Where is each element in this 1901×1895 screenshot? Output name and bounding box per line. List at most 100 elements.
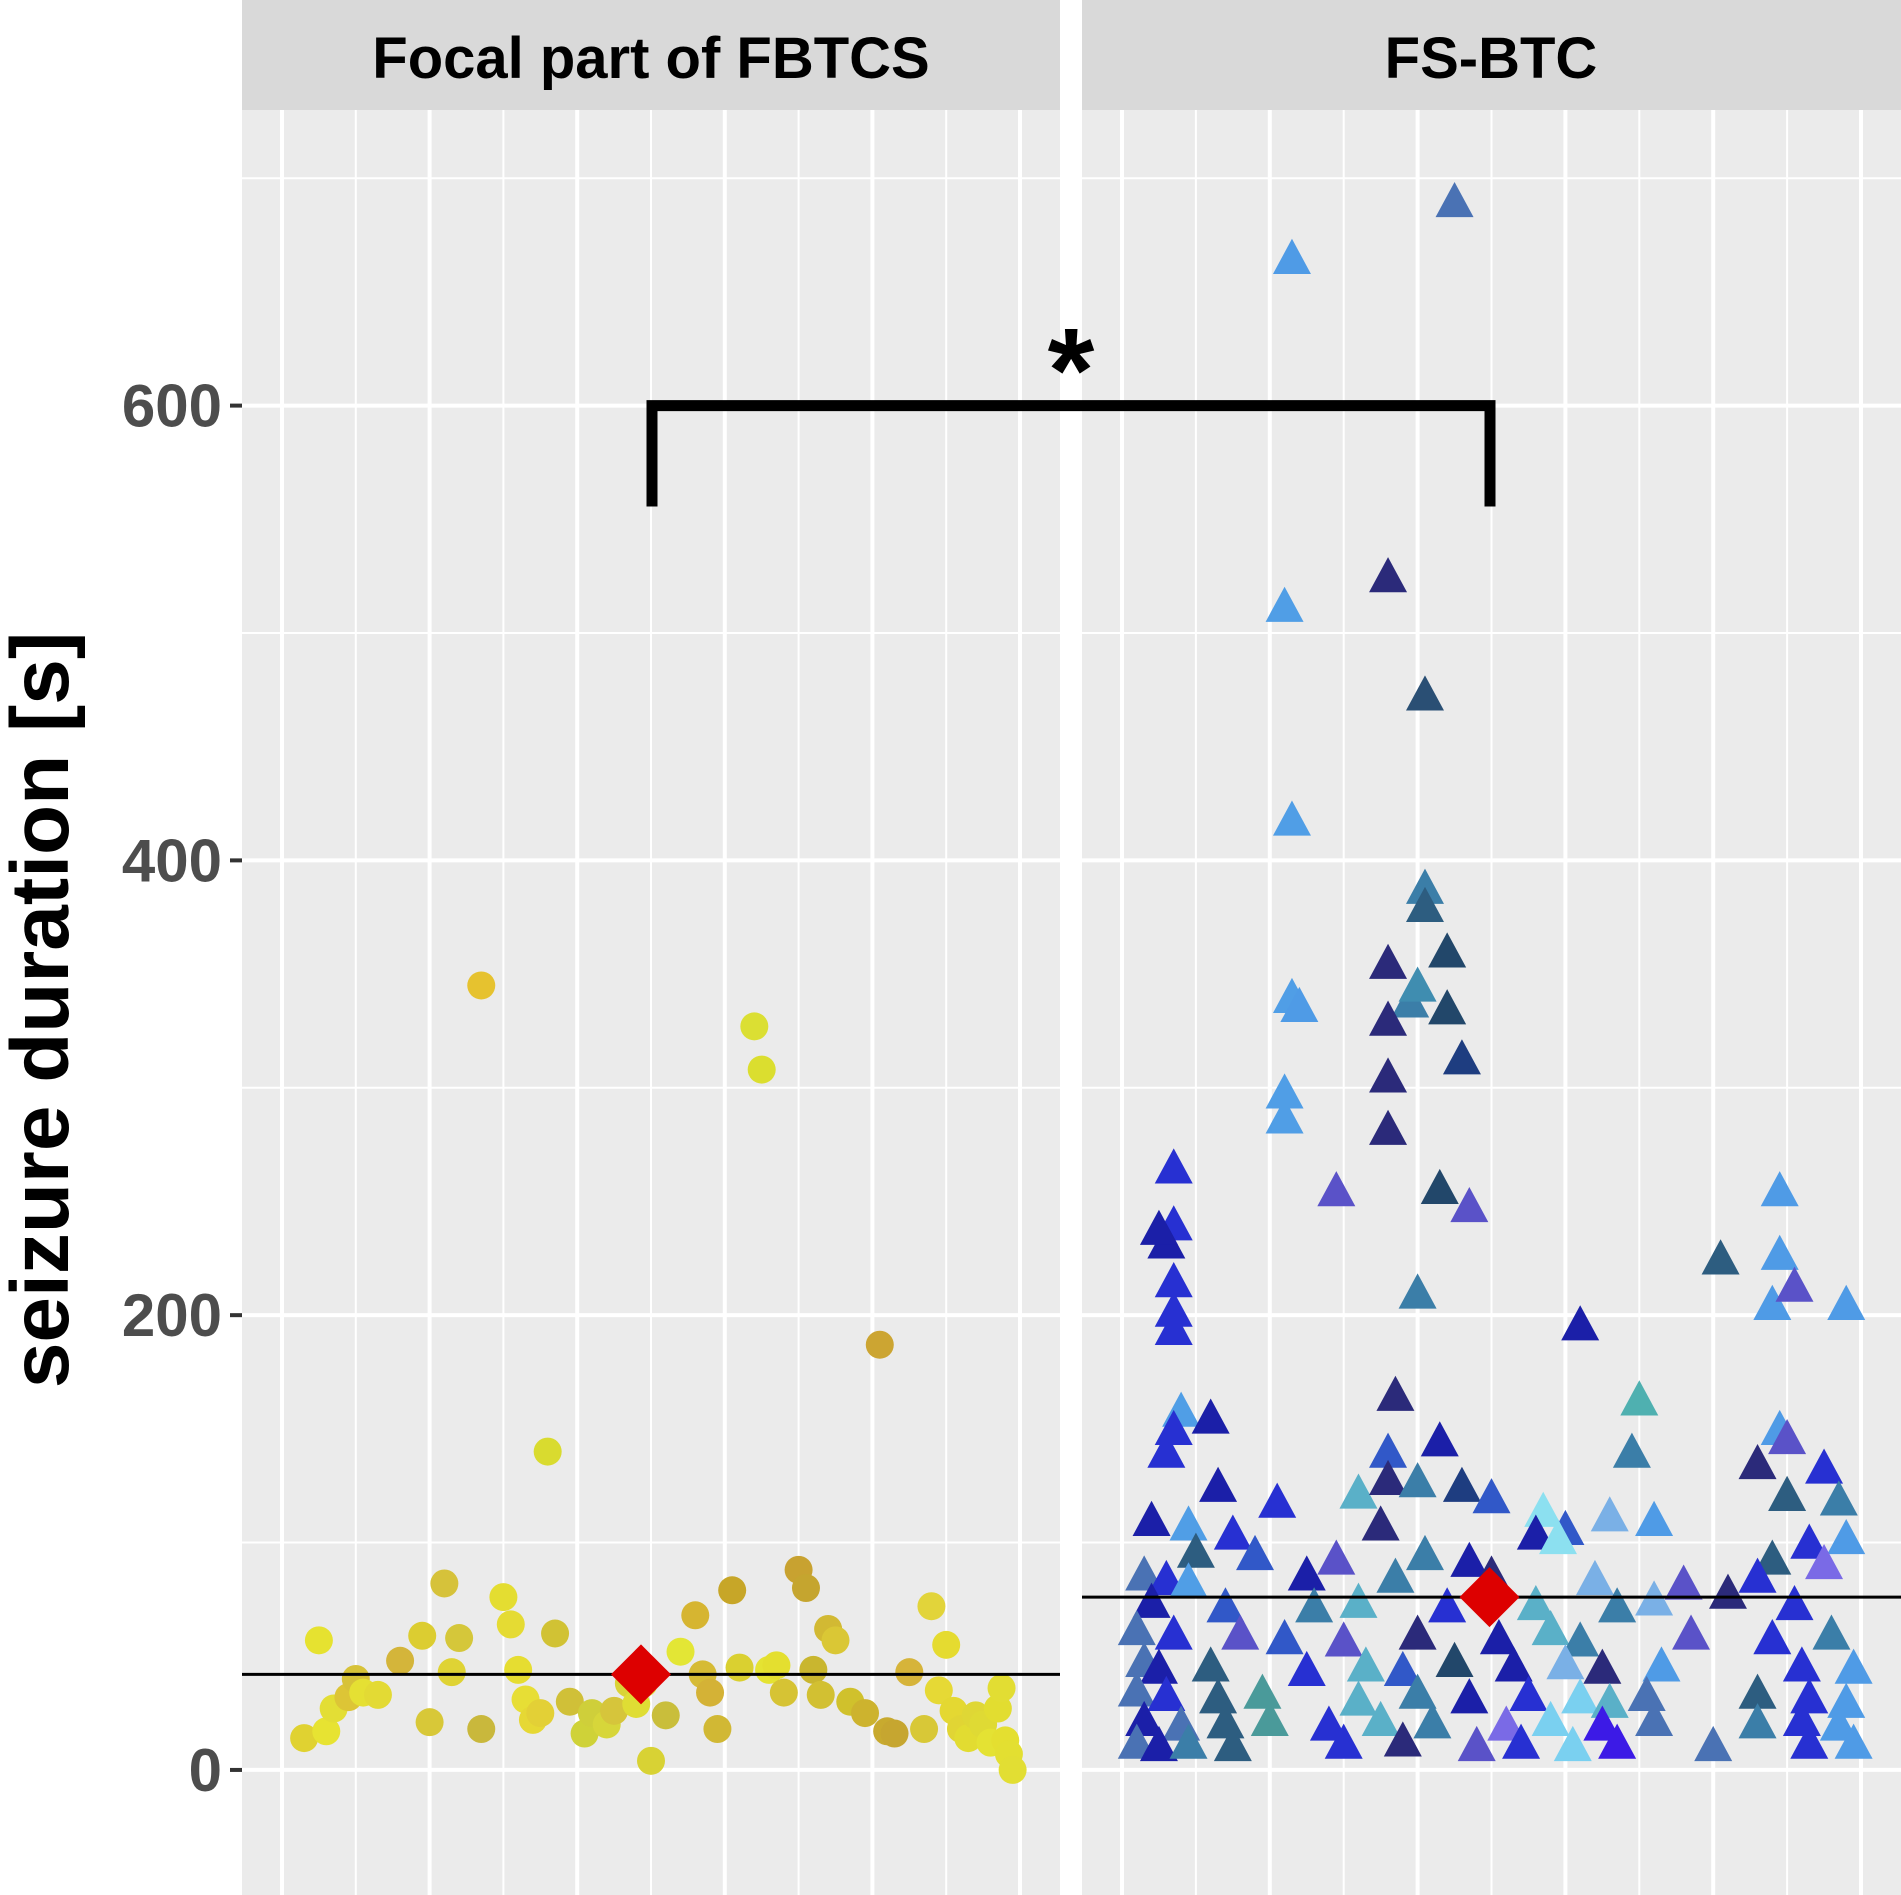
data-point (1147, 1432, 1186, 1468)
data-point (1317, 1539, 1356, 1575)
data-point (1369, 1057, 1408, 1093)
data-point (1642, 1646, 1681, 1682)
data-point (1819, 1480, 1858, 1516)
data-point (1154, 1262, 1193, 1298)
data-point (1287, 1650, 1326, 1687)
data-point (1827, 1284, 1866, 1320)
mean-marker (611, 1644, 671, 1705)
data-point (1265, 1619, 1304, 1655)
panel-strip-label: FS-BTC (1385, 26, 1598, 91)
data-point (1361, 1505, 1400, 1541)
data-point (1583, 1705, 1622, 1741)
data-point (1782, 1700, 1821, 1737)
y-tick-label: 0 (189, 1737, 222, 1804)
data-point (1258, 1482, 1297, 1518)
data-point (1154, 1148, 1193, 1184)
data-point (1369, 1459, 1408, 1496)
data-point (1206, 1703, 1245, 1739)
data-point (415, 1708, 444, 1737)
data-point (1428, 932, 1467, 968)
data-point (1213, 1514, 1252, 1550)
data-point (1827, 1519, 1866, 1555)
data-point (408, 1621, 437, 1650)
data-point (467, 1715, 496, 1744)
data-point (1598, 1587, 1637, 1623)
data-point (1753, 1539, 1792, 1575)
data-point (1805, 1448, 1844, 1484)
data-point (769, 1678, 798, 1707)
panel-strip-label: Focal part of FBTCS (372, 26, 929, 91)
data-point (1376, 1375, 1415, 1411)
data-point (1213, 1725, 1252, 1762)
data-point (821, 1626, 850, 1655)
data-point (1221, 1614, 1260, 1650)
data-point (1154, 1309, 1193, 1345)
data-point (681, 1601, 710, 1630)
data-point (1805, 1544, 1844, 1580)
data-point (541, 1619, 570, 1648)
data-point (1738, 1443, 1777, 1480)
data-point (304, 1626, 333, 1655)
panel-focal-part-of-fbtcs: Focal part of FBTCS (242, 0, 1060, 1895)
y-tick-label: 200 (122, 1282, 222, 1349)
data-point (1154, 1291, 1193, 1327)
data-point (1672, 1614, 1711, 1650)
data-point (489, 1583, 518, 1612)
data-point (1154, 1614, 1193, 1650)
y-axis-title: seizure duration [s] (0, 632, 86, 1388)
data-point (1553, 1725, 1592, 1762)
data-point (1199, 1678, 1238, 1714)
data-point (1199, 1466, 1238, 1502)
data-point (1450, 1541, 1489, 1577)
data-point (1346, 1646, 1385, 1682)
data-point (1398, 1614, 1437, 1650)
data-point (1738, 1673, 1777, 1709)
data-point (1236, 1534, 1275, 1571)
panel-data-points (290, 971, 1027, 1784)
data-point (1324, 1621, 1363, 1657)
data-point (1428, 989, 1467, 1025)
data-point (1176, 1532, 1215, 1568)
data-point (1561, 1305, 1600, 1341)
data-point (1694, 1725, 1733, 1762)
data-point (791, 1574, 820, 1603)
data-point (1369, 1000, 1408, 1036)
data-point (1760, 1234, 1799, 1270)
data-point (1339, 1473, 1378, 1509)
data-point (1738, 1557, 1777, 1593)
y-axis: 0 200 400 600 seizure duration [s] (0, 373, 242, 1804)
data-point (1250, 1700, 1289, 1737)
data-point (1405, 675, 1444, 711)
data-point (1420, 1421, 1459, 1457)
data-point (1420, 1168, 1459, 1204)
data-point (1790, 1523, 1829, 1559)
data-point (1309, 1705, 1348, 1741)
data-point (533, 1437, 562, 1466)
data-point (725, 1653, 754, 1682)
data-point (467, 971, 496, 1000)
data-point (1790, 1723, 1829, 1759)
data-point (799, 1655, 828, 1684)
data-point (1369, 1432, 1408, 1468)
data-point (1191, 1398, 1230, 1434)
data-point (1450, 1187, 1489, 1223)
data-point (1428, 1587, 1467, 1623)
data-point (1546, 1644, 1585, 1680)
data-point (430, 1569, 459, 1598)
data-point (1398, 1673, 1437, 1709)
data-point (1154, 1409, 1193, 1446)
data-point (747, 1055, 776, 1084)
data-point (1590, 1496, 1629, 1532)
significance-asterisk: * (1048, 304, 1095, 438)
data-point (637, 1746, 665, 1775)
data-point (1583, 1648, 1622, 1684)
data-point (718, 1576, 747, 1605)
data-point (1539, 1519, 1578, 1555)
panel-strip (242, 0, 1060, 110)
data-point (1782, 1646, 1821, 1682)
data-point (1243, 1673, 1282, 1709)
data-point (1324, 1723, 1363, 1759)
data-point (1280, 986, 1319, 1023)
data-point (1442, 1466, 1481, 1502)
